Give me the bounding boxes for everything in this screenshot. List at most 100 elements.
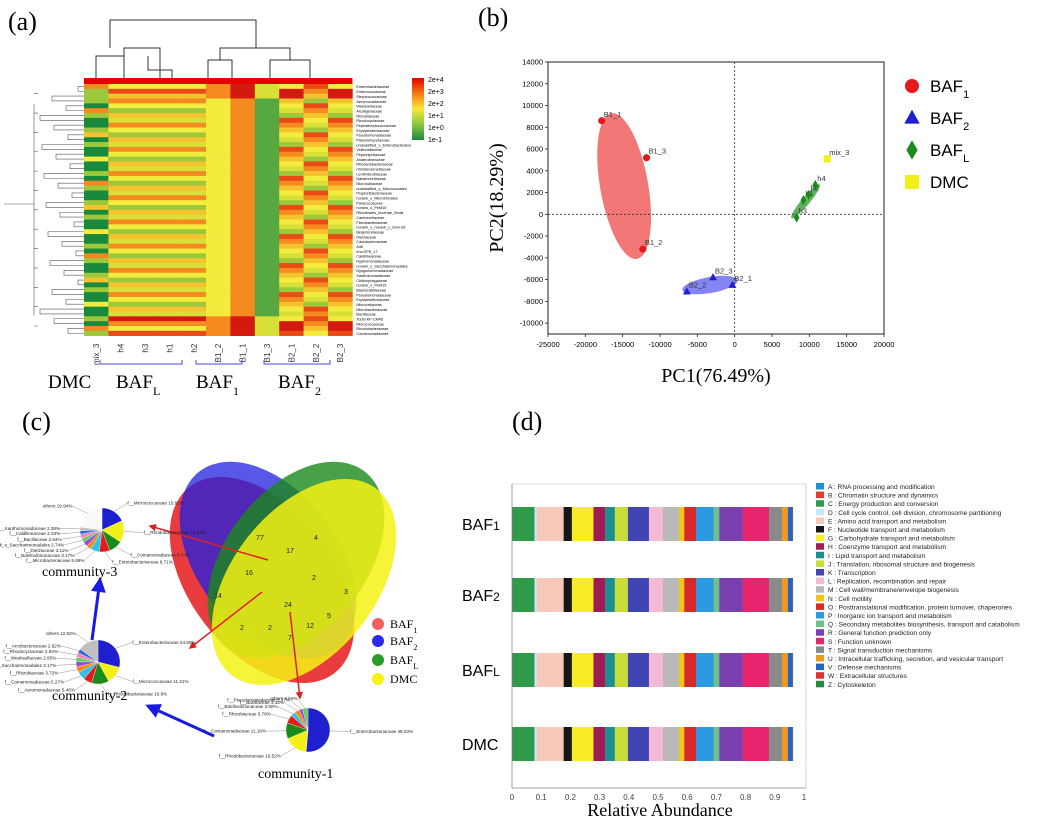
heatmap-cell [84, 273, 109, 278]
pie-leader-line [115, 675, 132, 681]
heatmap-row-label: norank_o_norank_c_Sum-28 [356, 226, 405, 230]
group-label-baf1-main: BAF [196, 372, 233, 393]
venn-legend-baf2-main: BAF [390, 634, 414, 648]
heatmap-cell [255, 292, 280, 297]
cog-category-label: BAF1 [462, 517, 500, 534]
heatmap-cell [230, 190, 255, 195]
cog-bar-segment [713, 653, 719, 687]
heatmap-cell [279, 229, 304, 234]
pca-y-tick-label: -2000 [524, 232, 543, 241]
heatmap-row-label: Caulobacteraceae [356, 240, 387, 244]
heatmap-cell [230, 282, 255, 287]
heatmap-cell [84, 229, 109, 234]
heatmap-row-labels: EnterobacteriaceaeEnterococcaceaeStrepto… [356, 85, 411, 336]
heatmap-cell [133, 326, 158, 331]
heatmap-cell [84, 166, 109, 171]
heatmap-cell [279, 205, 304, 210]
heatmap-cell [304, 152, 329, 157]
heatmap-cell [84, 186, 109, 191]
cog-bar-segment [719, 653, 743, 687]
cog-legend-label: Q : Secondary metabolites biosynthesis, … [828, 622, 1020, 629]
heatmap-cell [304, 113, 329, 118]
heatmap-cell [108, 307, 133, 312]
heatmap-cell [206, 190, 231, 195]
heatmap-cell [108, 195, 133, 200]
pie-leader-line [60, 533, 80, 534]
heatmap-cell [133, 278, 158, 283]
heatmap-cell [182, 186, 207, 191]
heatmap-cell [133, 89, 158, 94]
heatmap-cell [108, 152, 133, 157]
pca-point-label: B1_1 [604, 110, 622, 119]
heatmap-cell [133, 316, 158, 321]
heatmap-row-label: Peptostreptococcaceae [356, 124, 396, 128]
heatmap-cell [255, 128, 280, 133]
cog-bar-segment [534, 507, 537, 541]
heatmap-cell [304, 263, 329, 268]
pie-leader-line [124, 532, 144, 533]
cog-legend-label: I : Lipid transport and metabolism [828, 553, 926, 560]
heatmap-cell [133, 181, 158, 186]
heatmap-cell [84, 239, 109, 244]
pca-zero-lines [548, 62, 884, 334]
heatmap-cell [328, 147, 353, 152]
heatmap-cell [108, 302, 133, 307]
cog-category-label-main: BAF [462, 588, 493, 605]
heatmap-cell [279, 113, 304, 118]
heatmap-row-label: Dietziaceae [356, 235, 376, 239]
venn-legend-swatch-bafl [372, 654, 384, 666]
heatmap-cell [279, 128, 304, 133]
heatmap-col-label: B2_3 [336, 343, 345, 362]
heatmap-cell [328, 195, 353, 200]
heatmap-cell [108, 186, 133, 191]
heatmap-panel: EnterobacteriaceaeEnterococcaceaeStrepto… [4, 20, 444, 398]
heatmap-cell [328, 239, 353, 244]
cog-bar-segment [663, 653, 679, 687]
heatmap-cell [230, 132, 255, 137]
pie-slice-label: f__Weeksellaceae 2.95% [4, 656, 56, 661]
cog-legend-label: S : Function unknown [828, 639, 892, 646]
pca-point-label: B2_1 [734, 274, 752, 283]
cog-bar-segment [743, 653, 769, 687]
pca-legend-label-sub: 1 [963, 89, 969, 101]
heatmap-cell [84, 181, 109, 186]
heatmap-cell [304, 278, 329, 283]
heatmap-row-dendrogram-path [4, 86, 84, 333]
heatmap-cell [182, 326, 207, 331]
heatmap-cell [328, 326, 353, 331]
heatmap-cell [182, 128, 207, 133]
heatmap-cell [328, 234, 353, 239]
heatmap-cell [230, 152, 255, 157]
pie-slice-label: norank_o_Saccharimonadales 3.17% [0, 663, 56, 668]
heatmap-cell [279, 132, 304, 137]
heatmap-cell [279, 287, 304, 292]
heatmap-cell [230, 273, 255, 278]
heatmap-row-label: Pseudomonadaceae [356, 134, 391, 138]
heatmap-cell [108, 171, 133, 176]
heatmap-cell [328, 316, 353, 321]
heatmap-cell [108, 132, 133, 137]
heatmap-cell [84, 147, 109, 152]
heatmap-cell [133, 249, 158, 254]
heatmap-cell [182, 215, 207, 220]
heatmap-cell [255, 268, 280, 273]
heatmap-row-label: Rhodocyclaceae [356, 119, 384, 123]
heatmap-cell [182, 292, 207, 297]
heatmap-cell [279, 147, 304, 152]
heatmap-cell [108, 118, 133, 123]
heatmap-cell [279, 215, 304, 220]
heatmap-cell [182, 118, 207, 123]
heatmap-cell [206, 103, 231, 108]
community-3-title: community-3 [42, 565, 117, 580]
cog-legend-label: G : Carbohydrate transport and metabolis… [828, 536, 955, 543]
cog-legend-label: T : Signal transduction mechanisms [828, 647, 933, 654]
heatmap-cell [182, 224, 207, 229]
heatmap-cell [157, 94, 182, 99]
heatmap-cell [304, 244, 329, 249]
cog-bar-segment [679, 507, 684, 541]
heatmap-cell [84, 326, 109, 331]
heatmap-cell [206, 273, 231, 278]
cog-legend-swatch [816, 483, 824, 490]
scale-label: 1e+0 [428, 125, 444, 132]
venn-legend-baf2: BAF2 [390, 634, 417, 652]
